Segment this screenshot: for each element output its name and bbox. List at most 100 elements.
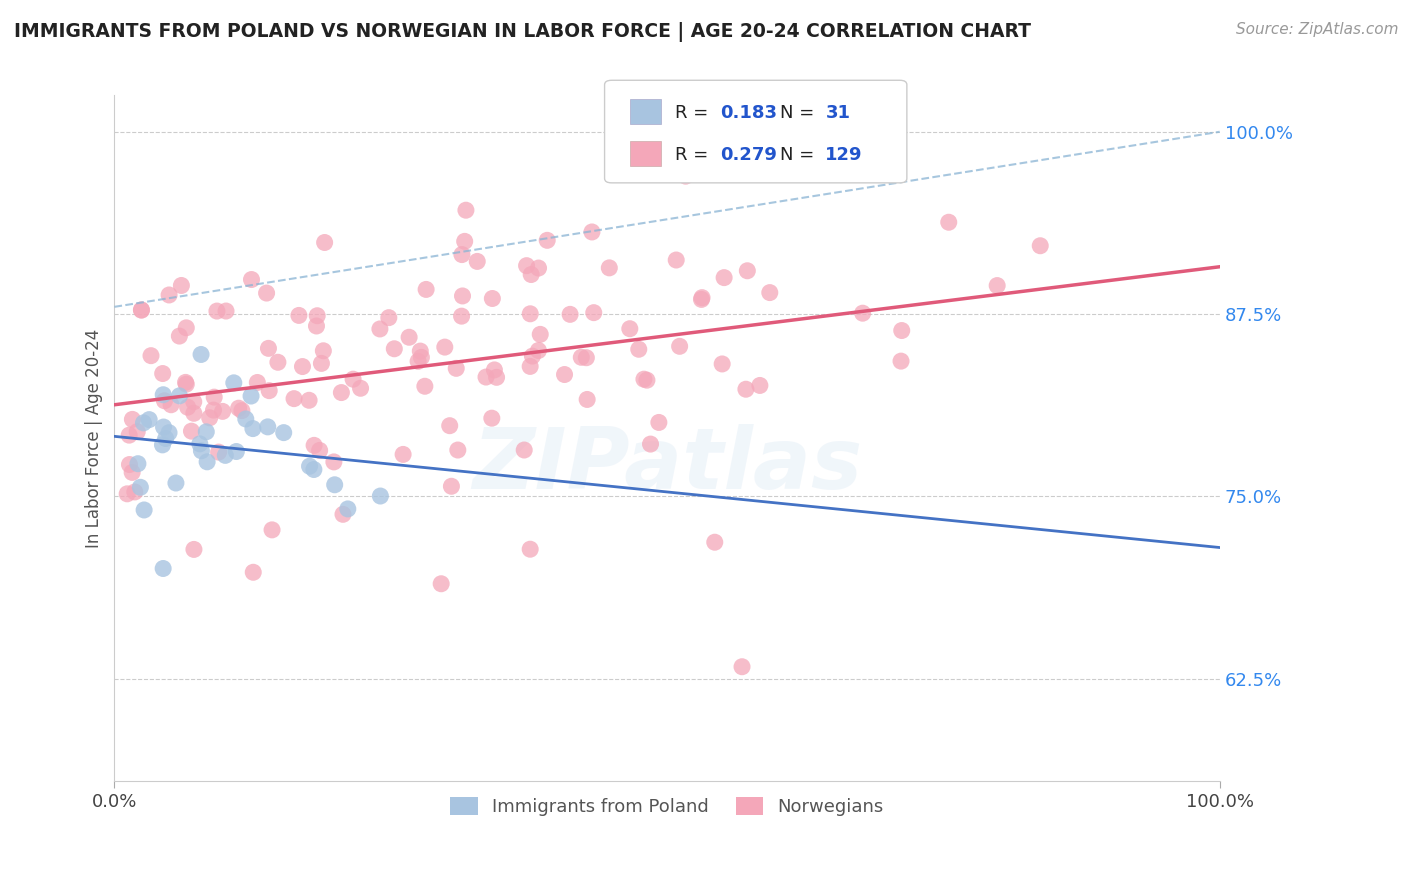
Point bbox=[183, 406, 205, 420]
Point bbox=[430, 576, 453, 591]
Point bbox=[307, 309, 329, 323]
Point bbox=[240, 272, 263, 286]
Point bbox=[190, 443, 212, 458]
Point bbox=[398, 330, 420, 344]
Point bbox=[195, 455, 218, 469]
Text: 31: 31 bbox=[825, 103, 851, 122]
Point bbox=[519, 542, 541, 557]
Point bbox=[260, 523, 283, 537]
Point bbox=[536, 233, 558, 247]
Point bbox=[256, 420, 278, 434]
Text: Source: ZipAtlas.com: Source: ZipAtlas.com bbox=[1236, 22, 1399, 37]
Point bbox=[118, 428, 141, 442]
Point bbox=[202, 390, 225, 404]
Point bbox=[711, 357, 734, 371]
Point bbox=[665, 253, 688, 268]
Point bbox=[527, 260, 550, 275]
Point bbox=[131, 302, 153, 317]
Text: 0.183: 0.183 bbox=[720, 103, 778, 122]
Point bbox=[1029, 238, 1052, 252]
Point bbox=[157, 425, 180, 440]
Point bbox=[520, 268, 543, 282]
Point bbox=[406, 354, 429, 368]
Point bbox=[382, 342, 405, 356]
Point bbox=[575, 351, 598, 365]
Point bbox=[180, 424, 202, 438]
Point bbox=[636, 373, 658, 387]
Point bbox=[231, 403, 253, 417]
Point bbox=[308, 443, 330, 458]
Point bbox=[519, 307, 541, 321]
Point bbox=[703, 535, 725, 549]
Point bbox=[415, 282, 437, 296]
Point bbox=[713, 270, 735, 285]
Point bbox=[675, 169, 697, 183]
Point bbox=[131, 303, 153, 318]
Point bbox=[242, 566, 264, 580]
Point bbox=[188, 437, 211, 451]
Point bbox=[370, 489, 392, 503]
Text: N =: N = bbox=[780, 146, 820, 164]
Point bbox=[582, 306, 605, 320]
Point bbox=[330, 385, 353, 400]
Text: R =: R = bbox=[675, 103, 714, 122]
Text: 129: 129 bbox=[825, 146, 863, 164]
Point bbox=[444, 361, 467, 376]
Point bbox=[240, 389, 263, 403]
Point bbox=[256, 286, 278, 301]
Point bbox=[124, 485, 146, 500]
Point bbox=[155, 432, 177, 446]
Point bbox=[202, 403, 225, 417]
Point bbox=[332, 508, 354, 522]
Point bbox=[152, 367, 174, 381]
Point bbox=[440, 479, 463, 493]
Point bbox=[433, 340, 456, 354]
Point bbox=[176, 401, 198, 415]
Point bbox=[475, 370, 498, 384]
Point bbox=[598, 260, 620, 275]
Point bbox=[519, 359, 541, 374]
Point bbox=[439, 418, 461, 433]
Point bbox=[527, 343, 550, 358]
Point bbox=[481, 292, 503, 306]
Point bbox=[302, 462, 325, 476]
Point bbox=[267, 355, 290, 369]
Point bbox=[581, 225, 603, 239]
Point bbox=[198, 410, 221, 425]
Point bbox=[118, 458, 141, 472]
Point bbox=[207, 445, 229, 459]
Point bbox=[169, 389, 191, 403]
Point bbox=[305, 318, 328, 333]
Point bbox=[986, 278, 1008, 293]
Point bbox=[690, 293, 713, 307]
Point bbox=[132, 503, 155, 517]
Point bbox=[668, 339, 690, 353]
Point bbox=[183, 394, 205, 409]
Point bbox=[890, 324, 912, 338]
Point bbox=[484, 363, 506, 377]
Point bbox=[257, 342, 280, 356]
Point bbox=[368, 322, 391, 336]
Point bbox=[336, 502, 359, 516]
Point bbox=[349, 381, 371, 395]
Point bbox=[153, 393, 176, 408]
Point bbox=[392, 447, 415, 461]
Point bbox=[129, 480, 152, 494]
Point bbox=[242, 421, 264, 435]
Point bbox=[127, 457, 149, 471]
Point bbox=[314, 235, 336, 250]
Point bbox=[627, 343, 650, 357]
Point bbox=[152, 420, 174, 434]
Text: 0.279: 0.279 bbox=[720, 146, 776, 164]
Point bbox=[411, 351, 433, 365]
Point bbox=[139, 349, 162, 363]
Point bbox=[453, 235, 475, 249]
Text: ZIPatlas: ZIPatlas bbox=[472, 424, 862, 507]
Point bbox=[115, 487, 138, 501]
Point bbox=[465, 254, 488, 268]
Text: IMMIGRANTS FROM POLAND VS NORWEGIAN IN LABOR FORCE | AGE 20-24 CORRELATION CHART: IMMIGRANTS FROM POLAND VS NORWEGIAN IN L… bbox=[14, 22, 1031, 42]
Point bbox=[235, 412, 257, 426]
Point bbox=[205, 304, 228, 318]
Point bbox=[283, 392, 305, 406]
Point bbox=[298, 459, 321, 474]
